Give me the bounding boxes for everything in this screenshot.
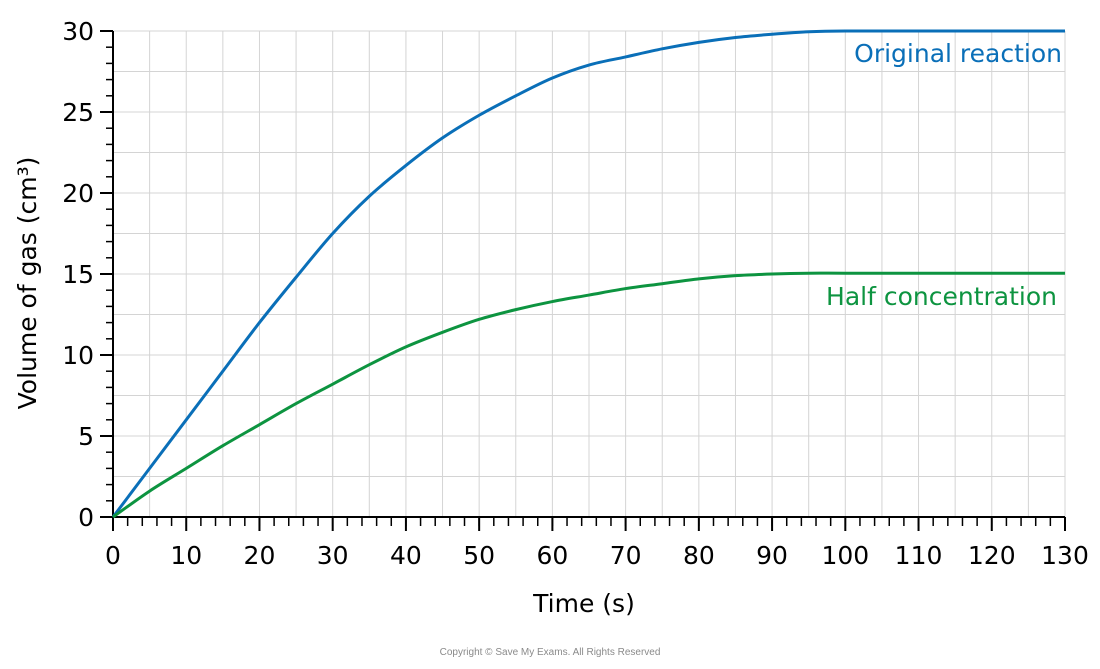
x-tick-label: 130 (1041, 541, 1089, 570)
x-tick-label: 20 (244, 541, 276, 570)
y-axis-title: Volume of gas (cm³) (13, 157, 42, 410)
x-tick-label: 100 (821, 541, 869, 570)
y-tick-labels: 0 5 10 15 20 25 30 (62, 17, 94, 532)
y-tick-label: 25 (62, 98, 94, 127)
series-line-2 (112, 271, 1065, 519)
series-line-1 (111, 29, 1065, 518)
y-tick-label: 30 (62, 17, 94, 46)
x-tick-label: 110 (895, 541, 943, 570)
x-tick-label: 80 (683, 541, 715, 570)
y-tick-label: 5 (78, 422, 94, 451)
series-label-1: Original reaction (854, 39, 1062, 68)
x-tick-label: 0 (105, 541, 121, 570)
x-tick-label: 40 (390, 541, 422, 570)
axes (100, 30, 1066, 531)
series-label-2: Half concentration (826, 282, 1057, 311)
y-tick-label: 10 (62, 341, 94, 370)
x-tick-labels: 0 10 20 30 40 50 60 70 80 90 100 110 120 130 (105, 541, 1089, 570)
x-tick-label: 10 (170, 541, 202, 570)
x-tick-label: 120 (968, 541, 1016, 570)
grid-lines (112, 30, 1066, 518)
x-tick-label: 30 (317, 541, 349, 570)
y-tick-label: 20 (62, 179, 94, 208)
x-axis-title: Time (s) (532, 589, 635, 618)
x-tick-label: 70 (610, 541, 642, 570)
series-lines (111, 29, 1065, 519)
x-tick-label: 60 (536, 541, 568, 570)
x-tick-label: 50 (463, 541, 495, 570)
x-tick-label: 90 (756, 541, 788, 570)
y-tick-label: 15 (62, 260, 94, 289)
y-tick-label: 0 (78, 503, 94, 532)
series-labels: Original reaction Half concentration (826, 39, 1062, 311)
minor-ticks (106, 30, 1066, 526)
copyright-notice: Copyright © Save My Exams. All Rights Re… (439, 647, 661, 658)
